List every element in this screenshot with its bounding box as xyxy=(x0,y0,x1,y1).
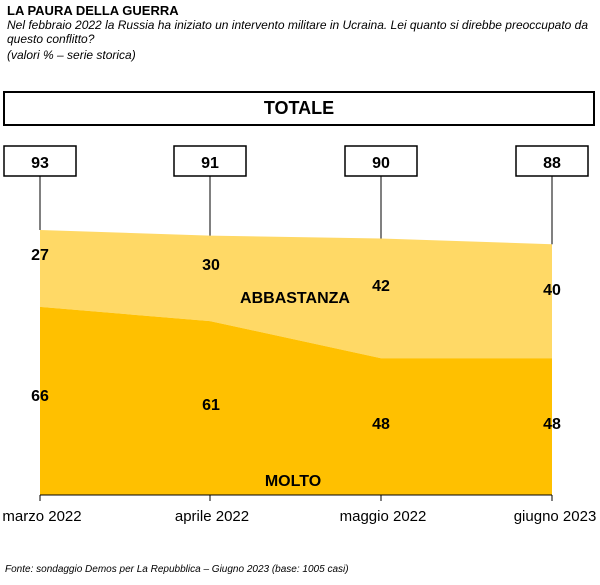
abbastanza-data-label: 40 xyxy=(543,282,561,299)
chart-title: LA PAURA DELLA GUERRA xyxy=(7,3,179,18)
source-footnote: Fonte: sondaggio Demos per La Repubblica… xyxy=(5,564,349,575)
abbastanza-data-label: 42 xyxy=(372,278,390,295)
total-value-label: 93 xyxy=(31,155,49,172)
stacked-area-chart: 93 91 90 88 27 30 42 40 66 61 48 48 ABBASTANZA MOLTO m… xyxy=(2,145,597,525)
x-axis-tick-label: giugno 2023 xyxy=(514,508,597,525)
x-axis-tick-label: aprile 2022 xyxy=(175,508,249,525)
series-label-abbastanza: ABBASTANZA xyxy=(240,290,350,307)
area-molto xyxy=(40,306,552,495)
total-label-box xyxy=(515,145,589,177)
total-value-label: 90 xyxy=(372,155,390,172)
abbastanza-data-label: 30 xyxy=(202,257,220,274)
x-axis-tick-label: marzo 2022 xyxy=(2,508,81,525)
total-label-box xyxy=(3,145,77,177)
total-value-label: 91 xyxy=(201,155,219,172)
series-label-molto: MOLTO xyxy=(265,473,321,490)
total-label-box xyxy=(173,145,247,177)
x-axis-tick-label: maggio 2022 xyxy=(340,508,427,525)
molto-data-label: 48 xyxy=(543,416,561,433)
total-label-box xyxy=(344,145,418,177)
chart-question: Nel febbraio 2022 la Russia ha iniziato … xyxy=(7,18,589,46)
molto-data-label: 48 xyxy=(372,416,390,433)
molto-data-label: 66 xyxy=(31,388,49,405)
panel-title-box: TOTALE xyxy=(3,91,595,126)
abbastanza-data-label: 27 xyxy=(31,247,49,264)
area-abbastanza xyxy=(40,229,552,359)
molto-data-label: 61 xyxy=(202,397,220,414)
chart-note: (valori % – serie storica) xyxy=(7,48,136,62)
total-value-label: 88 xyxy=(543,155,561,172)
